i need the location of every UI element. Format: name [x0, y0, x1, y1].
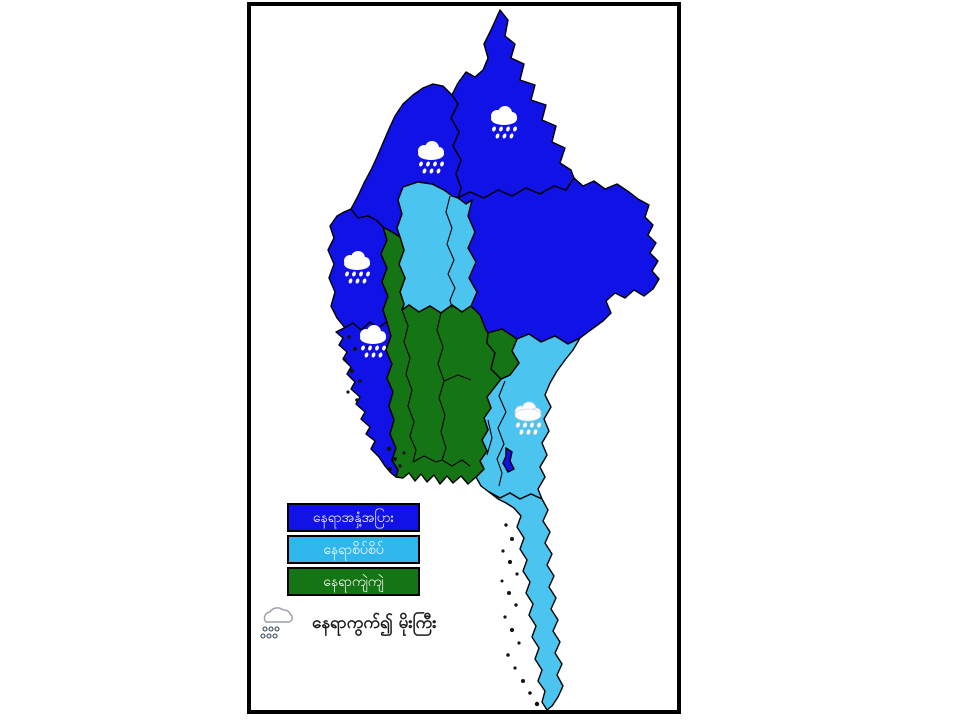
coastal-islands — [343, 335, 540, 707]
internal-borders — [401, 195, 507, 487]
legend-item-isolated: နေရာကျဲကျဲ — [287, 567, 420, 596]
legend-note-label: နေရာကွက်၍ မိုးကြီး — [312, 612, 437, 633]
region-tanintharyi — [488, 491, 564, 711]
region-kayah — [486, 328, 520, 380]
legend-item-scattered: နေရာစိပ်စိပ် — [287, 535, 420, 564]
legend-item-widespread: နေရာအနှံ့အပြား — [287, 503, 420, 532]
legend-note: နေရာကွက်၍ မိုးကြီး — [258, 604, 478, 644]
legend-label-scattered: နေရာစိပ်စိပ် — [323, 541, 384, 558]
legend-label-isolated: နေရာကျဲကျဲ — [323, 573, 384, 590]
region-coastal-blue-patch — [502, 447, 515, 473]
legend-label-widespread: နေရာအနှံ့အပြား — [312, 509, 395, 526]
heavy-rain-cloud-icon — [260, 607, 293, 639]
